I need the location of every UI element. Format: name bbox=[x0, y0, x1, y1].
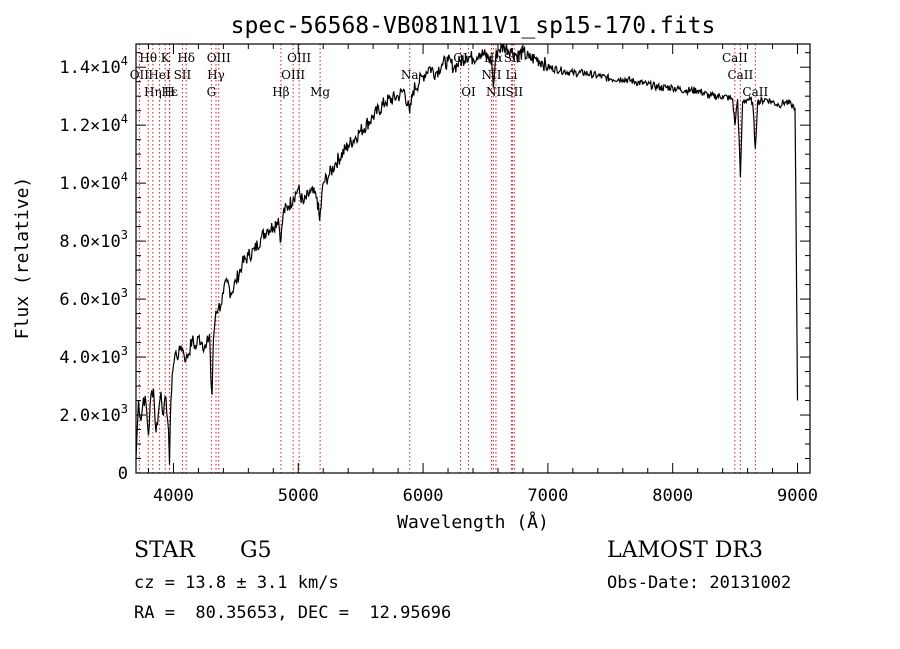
line-marker-label: SII bbox=[505, 85, 523, 99]
y-tick-label: 1.0×104 bbox=[59, 170, 128, 194]
line-marker-label: OI bbox=[461, 85, 476, 99]
line-marker-label: Mg bbox=[310, 85, 330, 99]
line-marker-label: H bbox=[164, 85, 174, 99]
y-tick-label: 6.0×103 bbox=[59, 286, 128, 310]
x-axis-ticks: 4000 5000 6000 7000 8000 9000 bbox=[147, 44, 818, 506]
subclass: G5 bbox=[240, 538, 272, 563]
y-tick-label: 1.4×104 bbox=[59, 54, 128, 78]
x-tick-label: 5000 bbox=[278, 486, 319, 506]
line-marker-label: CaII bbox=[727, 68, 753, 82]
redshift-text: cz = 13.8 ± 3.1 km/s bbox=[134, 573, 339, 593]
x-tick-label: 4000 bbox=[153, 486, 194, 506]
line-marker-label: OIII bbox=[281, 68, 305, 82]
y-tick-label: 0 bbox=[118, 464, 128, 484]
spectrum-line bbox=[135, 42, 799, 465]
object-class: STAR bbox=[134, 538, 195, 563]
line-marker-label: K bbox=[161, 51, 171, 65]
line-marker-label: CaII bbox=[742, 85, 768, 99]
x-tick-label: 9000 bbox=[777, 486, 818, 506]
y-tick-label: 4.0×103 bbox=[59, 344, 128, 368]
plot-frame bbox=[135, 43, 811, 474]
survey-name: LAMOST DR3 bbox=[607, 538, 763, 563]
y-axis-label: Flux (relative) bbox=[12, 177, 33, 340]
line-marker-label: NII bbox=[481, 68, 501, 82]
y-axis-ticks: 0 2.0×103 4.0×103 6.0×103 8.0×103 1.0×104 1.2×… bbox=[59, 52, 810, 484]
line-marker-label: G bbox=[207, 85, 217, 99]
line-markers bbox=[138, 44, 756, 473]
line-marker-label: NII bbox=[486, 85, 506, 99]
line-marker-label: Na bbox=[401, 68, 419, 82]
line-marker-label: SII bbox=[174, 68, 192, 82]
line-marker-label: Hε bbox=[161, 85, 178, 99]
y-tick-label: 8.0×103 bbox=[59, 228, 128, 252]
line-marker-label: Hθ bbox=[139, 51, 157, 65]
line-marker-label: Hγ bbox=[207, 68, 225, 82]
x-tick-label: 6000 bbox=[403, 486, 444, 506]
chart-title: spec-56568-VB081N11V1_sp15-170.fits bbox=[231, 13, 716, 39]
line-marker-labels: OIIHθHηHeIKHεHSIIHδGHγOIIIHβOIIIOIIIMgNa… bbox=[130, 51, 769, 99]
line-marker-label: Hβ bbox=[272, 85, 289, 99]
line-marker-label: OIII bbox=[207, 51, 231, 65]
line-marker-label: CaII bbox=[722, 51, 748, 65]
coordinates-text: RA = 80.35653, DEC = 12.95696 bbox=[134, 603, 452, 623]
x-tick-label: 8000 bbox=[652, 486, 693, 506]
x-tick-label: 7000 bbox=[527, 486, 568, 506]
y-tick-label: 2.0×103 bbox=[59, 402, 128, 426]
y-tick-label: 1.2×104 bbox=[59, 112, 128, 136]
line-marker-label: Hη bbox=[144, 85, 162, 99]
obs-date: Obs-Date: 20131002 bbox=[607, 573, 792, 593]
line-marker-label: Hδ bbox=[177, 51, 195, 65]
line-marker-label: Li bbox=[506, 68, 518, 82]
line-marker-label: OIII bbox=[287, 51, 311, 65]
x-axis-label: Wavelength (Å) bbox=[397, 511, 549, 533]
line-marker-label: HeI bbox=[148, 68, 171, 82]
line-marker-label: OII bbox=[130, 68, 150, 82]
